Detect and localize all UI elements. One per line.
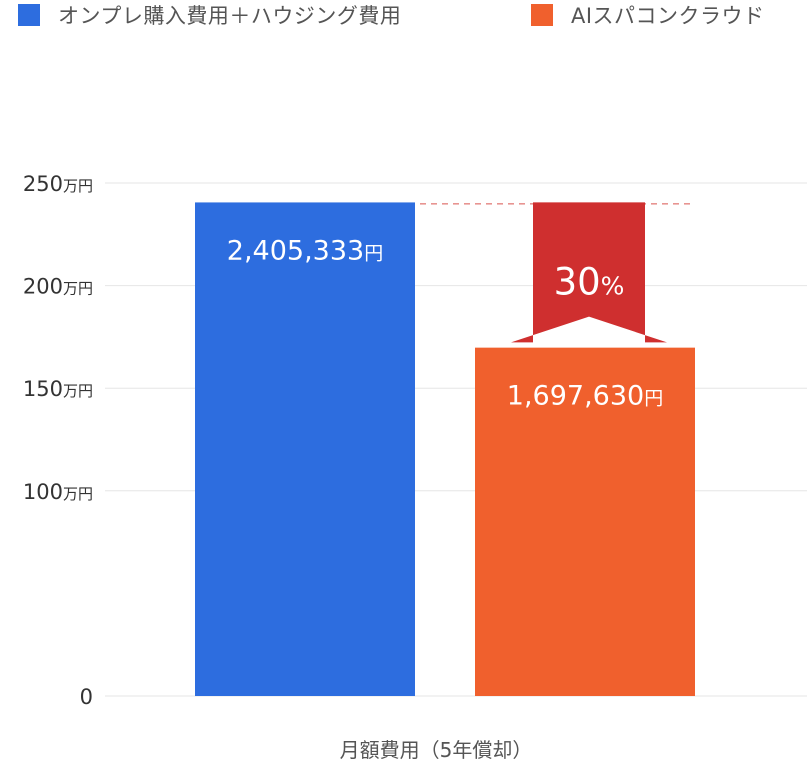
- y-tick-unit: 万円: [63, 177, 93, 195]
- legend-label-onprem: オンプレ購入費用＋ハウジング費用: [58, 4, 402, 28]
- y-tick-label: 200万円: [23, 275, 93, 299]
- legend-label-cloud: AIスパコンクラウド: [571, 4, 765, 28]
- reduction-label: 30%: [554, 260, 625, 303]
- y-tick-value: 100: [23, 480, 63, 504]
- y-tick-unit: 万円: [63, 382, 93, 400]
- bar-data-label: 2,405,333円: [227, 235, 383, 266]
- legend-swatch-cloud: [531, 4, 553, 26]
- bar-data-value: 1,697,630: [507, 381, 644, 412]
- bar-cloud: [475, 347, 695, 696]
- bar-data-value: 2,405,333: [227, 235, 364, 266]
- legend-item-onprem: オンプレ購入費用＋ハウジング費用: [18, 3, 402, 28]
- y-tick-label: 100万円: [23, 480, 93, 504]
- bar-data-label: 1,697,630円: [507, 381, 663, 412]
- y-tick-unit: 万円: [63, 485, 93, 503]
- y-tick-value: 150: [23, 377, 63, 401]
- legend-item-cloud: AIスパコンクラウド: [531, 3, 765, 28]
- y-tick-label: 0: [80, 685, 93, 709]
- x-axis-label: 月額費用（5年償却）: [340, 738, 533, 762]
- bar-data-unit: 円: [364, 242, 383, 264]
- reduction-unit: %: [601, 271, 625, 300]
- bar-onprem: [195, 202, 415, 697]
- reduction-value: 30: [554, 260, 601, 303]
- bar-data-unit: 円: [644, 388, 663, 410]
- y-tick-unit: 万円: [63, 280, 93, 298]
- y-tick-value: 250: [23, 172, 63, 196]
- y-tick-label: 250万円: [23, 172, 93, 196]
- y-tick-value: 0: [80, 685, 93, 709]
- legend: オンプレ購入費用＋ハウジング費用 AIスパコンクラウド: [18, 0, 807, 30]
- y-tick-value: 200: [23, 275, 63, 299]
- legend-swatch-onprem: [18, 4, 40, 26]
- reduction-arrow: [511, 202, 667, 343]
- y-tick-label: 150万円: [23, 377, 93, 401]
